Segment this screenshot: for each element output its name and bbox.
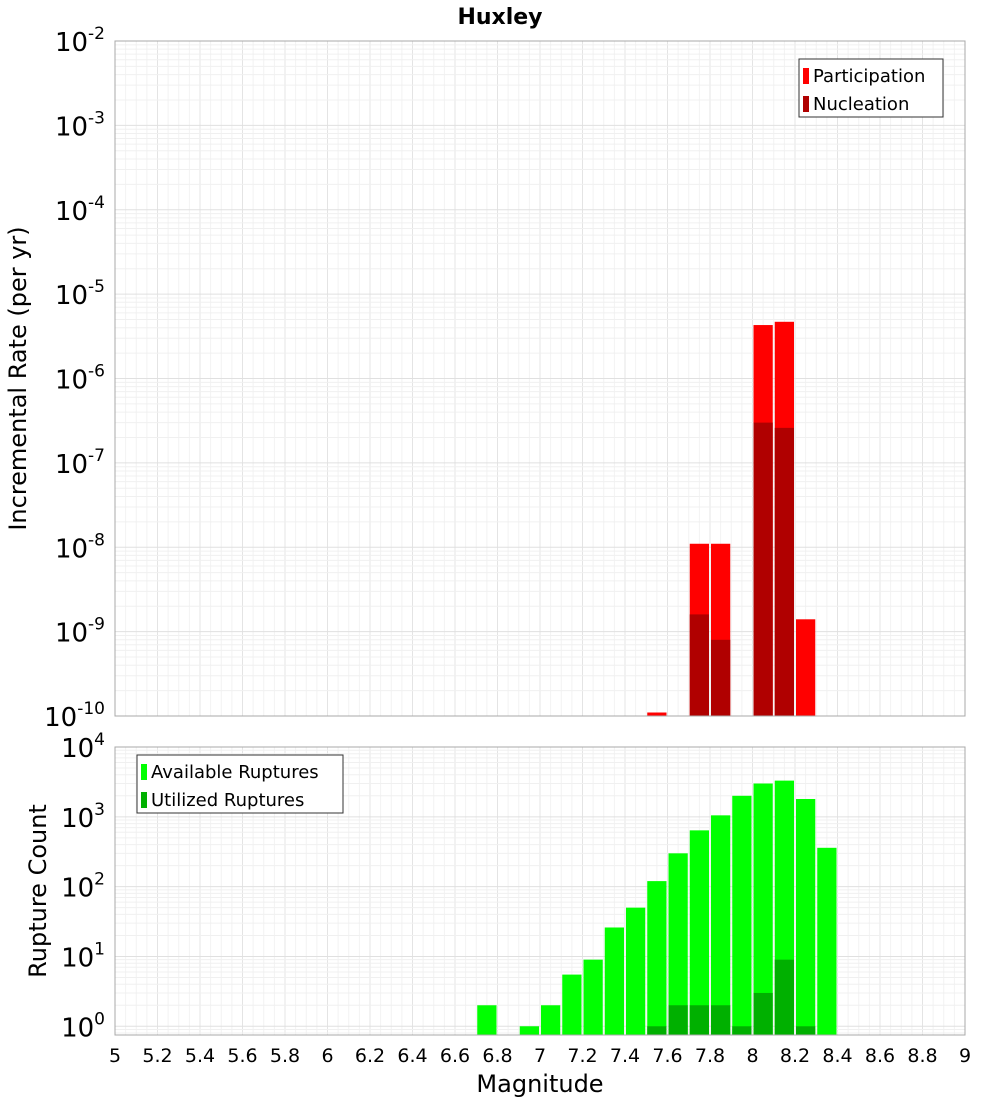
plot-frame: [114, 40, 966, 717]
x-tick-label: 5.8: [270, 1045, 300, 1067]
legend-swatch: [141, 764, 147, 780]
bar: [817, 847, 837, 1035]
bar: [519, 1026, 539, 1035]
x-tick-label: 7.4: [610, 1045, 640, 1067]
x-tick-label: 5.2: [142, 1045, 172, 1067]
bar: [647, 712, 667, 716]
bar: [626, 907, 646, 1035]
series-utilized-ruptures: [647, 959, 816, 1035]
legend-swatch: [803, 68, 809, 84]
bar: [711, 1005, 731, 1035]
x-tick-label: 5.4: [185, 1045, 215, 1067]
chart-title: Huxley: [457, 5, 542, 30]
bar: [477, 1005, 497, 1035]
x-tick-label: 7.8: [695, 1045, 725, 1067]
x-tick-label: 7: [534, 1045, 546, 1067]
legend-swatch: [803, 96, 809, 112]
legend-label: Participation: [813, 66, 925, 87]
y-tick-label: 10-2: [55, 24, 105, 58]
bar: [774, 959, 794, 1035]
bar: [647, 881, 667, 1035]
x-tick-label: 8.6: [865, 1045, 895, 1067]
x-tick-label: 5: [109, 1045, 121, 1067]
legend: Participation Nucleation: [798, 58, 944, 118]
y-tick-label: 10-9: [55, 615, 105, 649]
legend: Available Ruptures Utilized Ruptures: [136, 754, 344, 814]
bar: [711, 639, 731, 716]
legend-label: Utilized Ruptures: [151, 790, 304, 811]
bar: [711, 815, 731, 1035]
x-tick-label: 5.6: [227, 1045, 257, 1067]
bar: [562, 974, 582, 1035]
x-tick-label: 8.2: [780, 1045, 810, 1067]
bar: [689, 830, 709, 1035]
x-tick-label: 8.4: [822, 1045, 852, 1067]
bar: [647, 1026, 667, 1035]
y-axis-label: Incremental Rate (per yr): [4, 226, 32, 530]
bar: [753, 783, 773, 1035]
plot-frame: [114, 746, 966, 1036]
bar: [732, 795, 752, 1035]
bar: [753, 422, 773, 716]
legend-swatch: [141, 792, 147, 808]
bar: [753, 992, 773, 1035]
legend-label: Nucleation: [813, 94, 909, 115]
y-axis-label: Rupture Count: [24, 804, 52, 978]
bar: [668, 853, 688, 1035]
y-tick-label: 10-3: [55, 108, 105, 142]
x-tick-label: 6.6: [440, 1045, 470, 1067]
x-tick-label: 8: [746, 1045, 758, 1067]
bar: [668, 1005, 688, 1035]
x-tick-label: 7.6: [652, 1045, 682, 1067]
y-tick-label: 10-5: [55, 277, 105, 311]
x-tick-label: 6: [321, 1045, 333, 1067]
y-tick-label: 10-10: [44, 699, 105, 733]
legend-box: [136, 754, 344, 814]
y-tick-label: 102: [61, 870, 105, 904]
y-tick-label: 10-8: [55, 530, 105, 564]
legend-box: [798, 58, 944, 118]
bar: [541, 1005, 561, 1035]
legend-label: Available Ruptures: [151, 762, 319, 783]
x-tick-label: 8.8: [907, 1045, 937, 1067]
bar: [583, 959, 603, 1035]
bar: [796, 798, 816, 1035]
x-tick-label: 6.2: [355, 1045, 385, 1067]
y-tick-label: 101: [61, 939, 105, 973]
y-tick-label: 103: [61, 800, 105, 834]
x-axis-label: Magnitude: [476, 1070, 603, 1098]
y-tick-label: 104: [61, 730, 105, 764]
series-nucleation: [689, 422, 794, 716]
bar: [604, 927, 624, 1035]
x-tick-label: 6.8: [482, 1045, 512, 1067]
bar: [774, 427, 794, 716]
x-tick-label: 6.4: [397, 1045, 427, 1067]
x-tick-label: 7.2: [567, 1045, 597, 1067]
y-tick-label: 10-4: [55, 193, 105, 227]
chart-panel-2: 100 101 102 103 104 Rupture Count 5 5.2 5.4 5.6 5.…: [24, 730, 971, 1098]
x-tick-label: 9: [959, 1045, 971, 1067]
y-tick-label: 10-6: [55, 362, 105, 396]
bar: [689, 614, 709, 716]
chart-panel-1: 10-10 10-9 10-8 10-7 10-6 10-5 10-4 10-3 10-2 Inc…: [4, 5, 966, 733]
y-tick-label: 10-7: [55, 446, 105, 480]
bar: [689, 1005, 709, 1035]
bar: [732, 1026, 752, 1035]
bar: [796, 619, 816, 716]
y-tick-label: 100: [61, 1009, 105, 1043]
bar: [796, 1026, 816, 1035]
